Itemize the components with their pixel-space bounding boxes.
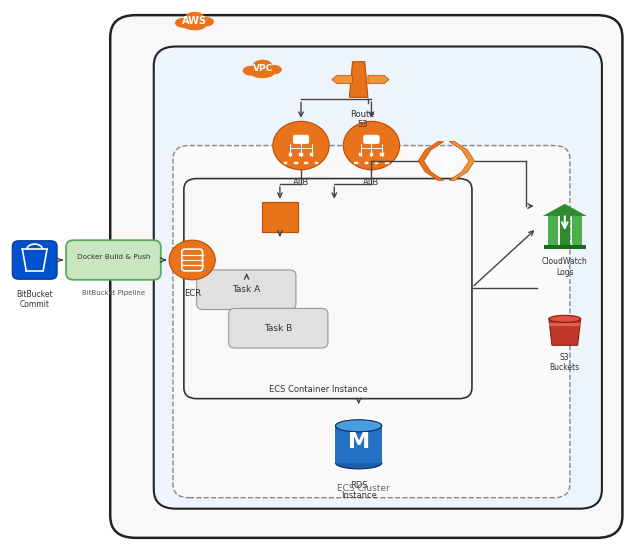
Ellipse shape <box>183 22 206 30</box>
Bar <box>300 153 303 156</box>
Circle shape <box>273 121 329 170</box>
Text: ECS Container Instance: ECS Container Instance <box>269 385 368 394</box>
Text: AWS: AWS <box>182 15 207 25</box>
Text: S3
Buckets: S3 Buckets <box>550 353 580 372</box>
FancyBboxPatch shape <box>293 135 309 144</box>
Ellipse shape <box>336 457 382 469</box>
Polygon shape <box>418 142 444 180</box>
Ellipse shape <box>199 17 214 27</box>
Text: Task A: Task A <box>232 285 260 294</box>
Bar <box>375 161 378 164</box>
Ellipse shape <box>175 18 192 28</box>
Text: M: M <box>348 432 370 452</box>
Bar <box>365 161 368 164</box>
Bar <box>294 161 298 164</box>
Bar <box>370 153 373 156</box>
Polygon shape <box>543 204 587 216</box>
FancyBboxPatch shape <box>173 145 570 498</box>
FancyBboxPatch shape <box>364 135 379 144</box>
Text: ECS Cluster: ECS Cluster <box>337 484 390 493</box>
Ellipse shape <box>185 12 204 23</box>
Ellipse shape <box>243 66 259 76</box>
Bar <box>548 216 558 245</box>
Bar <box>336 426 382 463</box>
Polygon shape <box>549 319 581 345</box>
Polygon shape <box>349 62 368 97</box>
FancyBboxPatch shape <box>12 241 57 279</box>
Text: ECR: ECR <box>184 289 201 298</box>
Text: Task B: Task B <box>264 324 292 333</box>
Bar <box>544 245 586 249</box>
Bar <box>284 161 287 164</box>
Bar <box>315 161 318 164</box>
Ellipse shape <box>251 70 274 78</box>
Bar <box>381 153 384 156</box>
FancyBboxPatch shape <box>154 46 602 509</box>
Bar <box>304 161 308 164</box>
Polygon shape <box>332 75 352 84</box>
Bar <box>549 323 581 326</box>
Ellipse shape <box>253 60 272 71</box>
Bar <box>572 216 582 245</box>
Text: ALB: ALB <box>293 178 309 187</box>
Text: BitBucket
Commit: BitBucket Commit <box>16 290 53 309</box>
Ellipse shape <box>549 315 581 322</box>
Bar <box>354 161 358 164</box>
Ellipse shape <box>266 65 282 74</box>
FancyBboxPatch shape <box>197 270 296 310</box>
Bar <box>262 202 298 232</box>
Text: VPC: VPC <box>253 64 273 73</box>
Text: BitBucket Pipeline: BitBucket Pipeline <box>82 290 145 296</box>
Text: Route
53: Route 53 <box>350 110 374 129</box>
Polygon shape <box>368 75 389 84</box>
Circle shape <box>343 121 399 170</box>
Text: ALB: ALB <box>363 178 379 187</box>
FancyBboxPatch shape <box>184 179 472 399</box>
Bar <box>559 216 570 245</box>
Bar <box>310 153 313 156</box>
Text: RDS
Instance: RDS Instance <box>341 481 377 500</box>
FancyBboxPatch shape <box>229 309 328 348</box>
Bar <box>289 153 292 156</box>
Bar <box>385 161 388 164</box>
Polygon shape <box>449 142 475 180</box>
Bar <box>359 153 363 156</box>
Text: Docker Build & Push: Docker Build & Push <box>77 254 150 260</box>
FancyBboxPatch shape <box>66 240 161 280</box>
Ellipse shape <box>336 420 382 432</box>
Text: CloudWatch
Logs: CloudWatch Logs <box>542 257 588 276</box>
FancyBboxPatch shape <box>110 15 622 538</box>
Circle shape <box>169 240 215 280</box>
